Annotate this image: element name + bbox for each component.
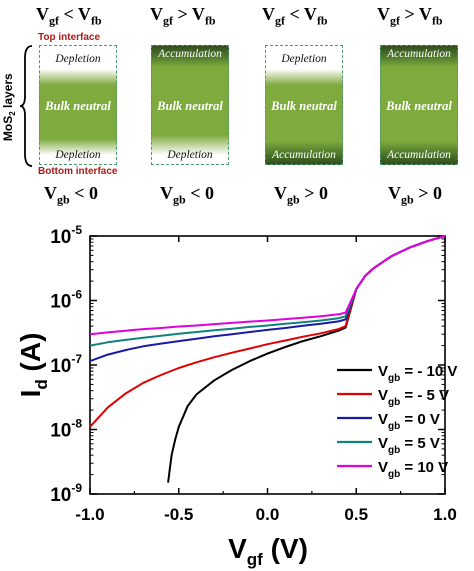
panel-3-top-label: Depletion	[281, 53, 327, 65]
layers-bracket	[20, 45, 33, 167]
x-tick-label-2: 0.0	[256, 505, 280, 524]
panel-3-bottom-label: Accumulation	[272, 149, 336, 161]
legend-label-2: Vgb = 0 V	[378, 411, 440, 432]
legend-label-1: Vgb = - 5 V	[378, 387, 449, 408]
panel-accumulation-accumulation: Accumulation Bulk neutral Accumulation	[380, 45, 458, 165]
panel-1-top-label: Depletion	[55, 53, 101, 65]
x-tick-label-0: -1.0	[75, 505, 104, 524]
top-interface-label: Top interface	[38, 32, 101, 43]
legend-label-0: Vgb = - 10 V	[378, 363, 457, 384]
gate-condition-1: Vgf < Vfb	[36, 4, 102, 28]
x-tick-label-3: 0.5	[344, 505, 368, 524]
panel-3-middle-label: Bulk neutral	[271, 99, 337, 113]
back-condition-4: Vgb > 0	[388, 183, 442, 207]
y-axis-label: Id (A)	[15, 333, 51, 398]
panel-4-top-label: Accumulation	[387, 48, 451, 60]
panel-1-middle-label: Bulk neutral	[45, 99, 111, 113]
panel-2-top-label: Accumulation	[158, 48, 222, 60]
panel-depletion-accumulation: Depletion Bulk neutral Accumulation	[265, 45, 343, 165]
y-tick-label-4: 10-5	[50, 223, 82, 248]
bottom-interface-label: Bottom interface	[38, 166, 118, 177]
panel-4-bottom-label: Accumulation	[387, 149, 451, 161]
y-tick-label-0: 10-9	[50, 481, 82, 506]
y-tick-label-1: 10-8	[50, 417, 82, 442]
panel-1-bottom-label: Depletion	[55, 149, 101, 161]
back-condition-3: Vgb > 0	[274, 183, 328, 207]
plot-frame	[89, 235, 446, 495]
panel-4-middle-label: Bulk neutral	[386, 99, 452, 113]
back-condition-1: Vgb < 0	[44, 183, 98, 207]
y-tick-label-3: 10-6	[50, 288, 82, 313]
series-line-2	[89, 235, 446, 363]
back-condition-2: Vgb < 0	[160, 183, 214, 207]
panel-depletion-depletion: Depletion Bulk neutral Depletion	[39, 45, 117, 165]
x-tick-label-1: -0.5	[164, 505, 193, 524]
gate-condition-3: Vgf < Vfb	[262, 4, 328, 28]
gate-condition-4: Vgf > Vfb	[377, 4, 443, 28]
legend-label-4: Vgb = 10 V	[378, 459, 448, 480]
y-tick-label-2: 10-7	[50, 352, 82, 377]
panel-2-bottom-label: Depletion	[167, 149, 213, 161]
x-tick-label-4: 1.0	[433, 505, 457, 524]
panel-2-middle-label: Bulk neutral	[157, 99, 223, 113]
legend-label-3: Vgb = 5 V	[378, 435, 440, 456]
gate-condition-2: Vgf > Vfb	[150, 4, 216, 28]
x-axis-label: Vgf (V)	[228, 533, 308, 569]
series-line-4	[89, 235, 446, 336]
panel-accumulation-depletion: Accumulation Bulk neutral Depletion	[151, 45, 229, 165]
